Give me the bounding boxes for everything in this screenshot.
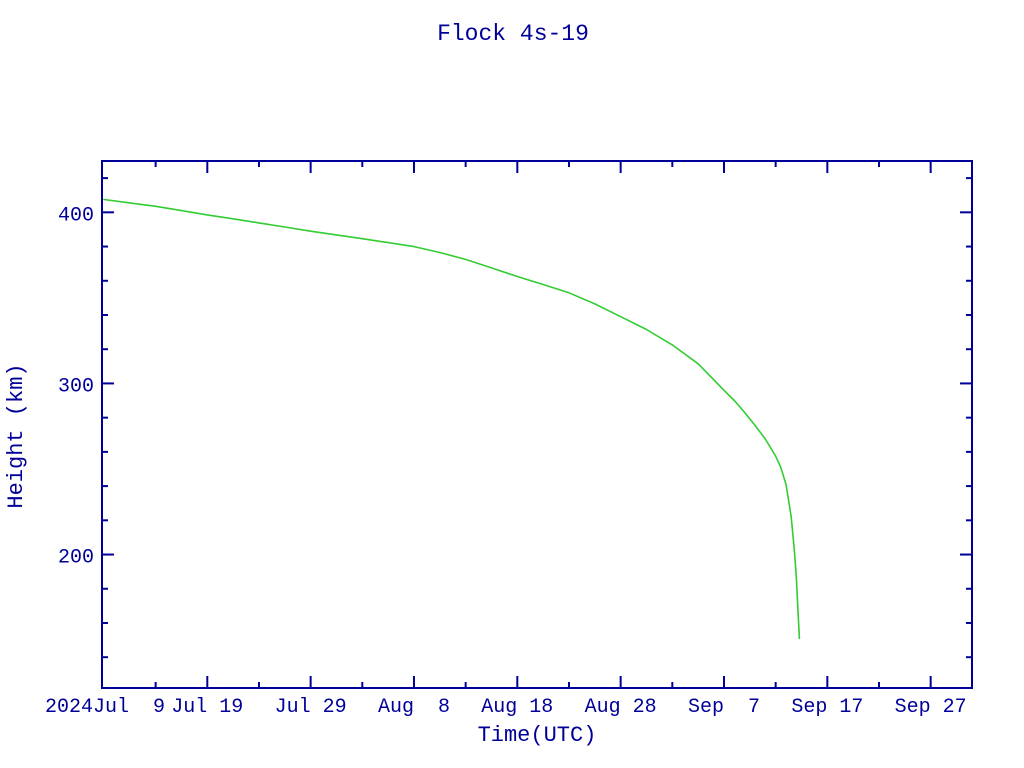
x-axis-label: Time(UTC) bbox=[478, 723, 597, 748]
axis-ticks: Jul 9 Jul 19 Jul 29 Aug 8 Aug 18 Aug 28 Sep 7 S… bbox=[58, 161, 972, 719]
x-tick-label: Jul 29 bbox=[275, 696, 347, 719]
chart-title: Flock 4s-19 bbox=[437, 21, 589, 47]
x-tick-label: Sep 17 bbox=[791, 696, 863, 719]
x-tick-label: Aug 28 bbox=[585, 696, 657, 719]
x-tick-label: Jul 9 bbox=[93, 696, 165, 719]
series-flock-4s-19-height bbox=[103, 198, 801, 640]
x-tick-label: Aug 18 bbox=[481, 696, 553, 719]
plot-frame bbox=[101, 160, 973, 689]
x-tick-label: Sep 27 bbox=[895, 696, 967, 719]
x-tick-label: Aug 8 bbox=[378, 696, 450, 719]
x-tick-label: Jul 19 bbox=[171, 696, 243, 719]
y-tick-label: 200 bbox=[58, 547, 94, 570]
height-decay-curve bbox=[103, 198, 801, 640]
y-tick-label: 400 bbox=[58, 204, 94, 227]
x-axis-year-label: 2024 bbox=[45, 696, 93, 719]
y-axis-label: Height (km) bbox=[4, 363, 29, 508]
x-tick-label: Sep 7 bbox=[688, 696, 760, 719]
y-tick-label: 300 bbox=[58, 375, 94, 398]
